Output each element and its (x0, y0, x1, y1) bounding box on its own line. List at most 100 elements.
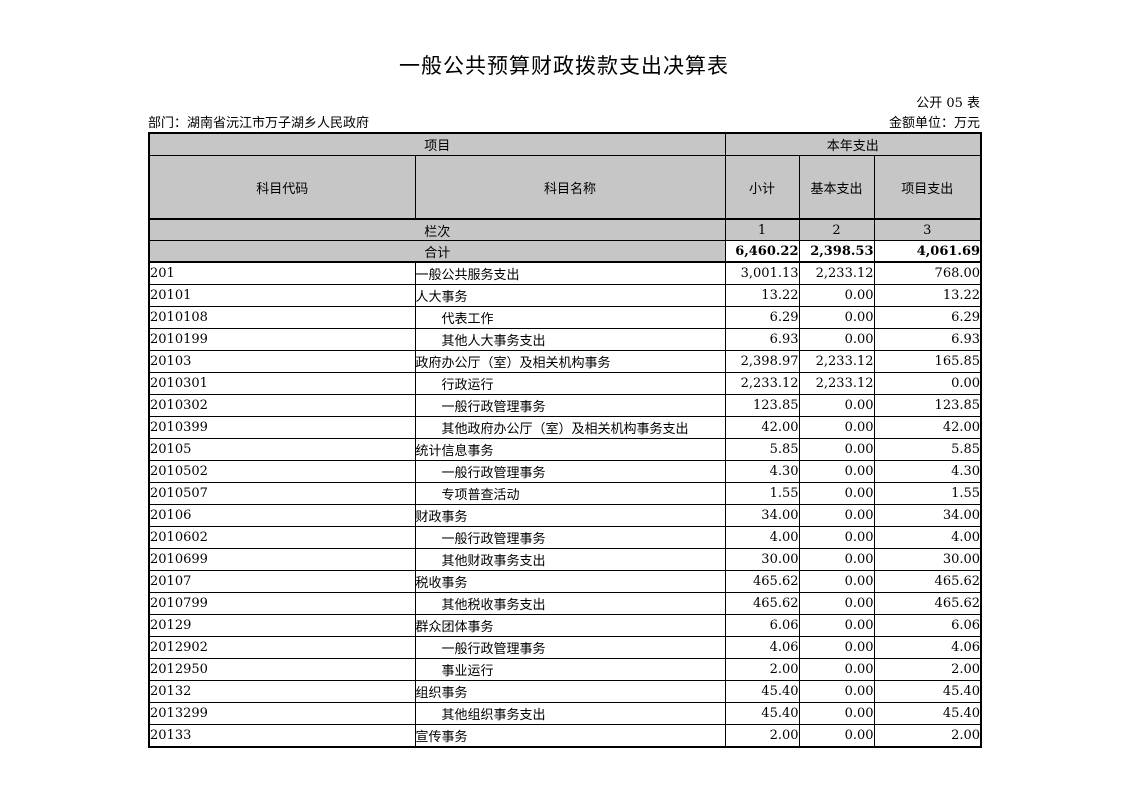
table-row: 20133 宣传事务 2.00 0.00 2.00 (148, 724, 982, 748)
basic-expense-cell: 0.00 (798, 416, 875, 439)
project-expense-cell: 0.00 (873, 372, 982, 395)
subject-name-cell: 财政事务 (414, 504, 726, 527)
subtotal-cell: 465.62 (724, 592, 800, 615)
project-expense-cell: 465.62 (873, 592, 982, 615)
basic-expense-cell: 0.00 (798, 570, 875, 593)
table-row: 20103 政府办公厅（室）及相关机构事务 2,398.97 2,233.12 165.… (148, 350, 982, 373)
subject-code-header: 科目代码 (148, 155, 416, 220)
subject-code-cell: 2010301 (148, 372, 416, 395)
lane-number-3: 3 (873, 218, 982, 241)
project-expense-cell: 42.00 (873, 416, 982, 439)
table-row: 2013299 其他组织事务支出 45.40 0.00 45.40 (148, 702, 982, 725)
subject-code-cell: 2010399 (148, 416, 416, 439)
project-expense-cell: 13.22 (873, 284, 982, 307)
subtotal-cell: 6.93 (724, 328, 800, 351)
subtotal-cell: 2,398.97 (724, 350, 800, 373)
subtotal-cell: 45.40 (724, 702, 800, 725)
project-expense-cell: 30.00 (873, 548, 982, 571)
subject-code-cell: 2012950 (148, 658, 416, 681)
subtotal-cell: 3,001.13 (724, 261, 800, 285)
project-expense-cell: 1.55 (873, 482, 982, 505)
subtotal-cell: 4.00 (724, 526, 800, 549)
subtotal-cell: 2.00 (724, 658, 800, 681)
subject-name-cell: 税收事务 (414, 570, 726, 593)
lane-number-1: 1 (724, 218, 800, 241)
subject-name-cell: 专项普查活动 (414, 482, 726, 505)
subject-name-cell: 其他税收事务支出 (414, 592, 726, 615)
subtotal-cell: 5.85 (724, 438, 800, 461)
table-row: 2010507 专项普查活动 1.55 0.00 1.55 (148, 482, 982, 505)
project-expense-header: 项目支出 (873, 155, 982, 220)
header-group-row: 项目 本年支出 (148, 132, 982, 156)
basic-expense-cell: 0.00 (798, 658, 875, 681)
basic-expense-cell: 0.00 (798, 328, 875, 351)
basic-expense-cell: 0.00 (798, 482, 875, 505)
subject-code-cell: 2010602 (148, 526, 416, 549)
project-expense-cell: 165.85 (873, 350, 982, 373)
table-row: 2010502 一般行政管理事务 4.30 0.00 4.30 (148, 460, 982, 483)
project-expense-cell: 4.06 (873, 636, 982, 659)
table-row: 2010799 其他税收事务支出 465.62 0.00 465.62 (148, 592, 982, 615)
subject-code-cell: 20107 (148, 570, 416, 593)
subject-code-cell: 2013299 (148, 702, 416, 725)
lane-label: 栏次 (148, 218, 726, 241)
project-expense-cell: 123.85 (873, 394, 982, 417)
basic-expense-cell: 0.00 (798, 680, 875, 703)
table-row: 2010602 一般行政管理事务 4.00 0.00 4.00 (148, 526, 982, 549)
table-row: 2010302 一般行政管理事务 123.85 0.00 123.85 (148, 394, 982, 417)
subject-code-cell: 2010199 (148, 328, 416, 351)
page-title: 一般公共预算财政拨款支出决算表 (399, 54, 729, 78)
subtotal-cell: 4.06 (724, 636, 800, 659)
subject-code-cell: 20132 (148, 680, 416, 703)
table-row: 2012950 事业运行 2.00 0.00 2.00 (148, 658, 982, 681)
basic-expense-cell: 0.00 (798, 724, 875, 748)
basic-expense-cell: 0.00 (798, 460, 875, 483)
project-expense-cell: 768.00 (873, 261, 982, 285)
subject-code-cell: 2010507 (148, 482, 416, 505)
lane-row: 栏次 1 2 3 (148, 218, 982, 241)
subject-name-cell: 代表工作 (414, 306, 726, 329)
table-row: 20101 人大事务 13.22 0.00 13.22 (148, 284, 982, 307)
table-row: 20105 统计信息事务 5.85 0.00 5.85 (148, 438, 982, 461)
subject-name-cell: 一般公共服务支出 (414, 261, 726, 285)
subject-name-cell: 行政运行 (414, 372, 726, 395)
meta-row: 部门：湖南省沅江市万子湖乡人民政府 金额单位：万元 (148, 112, 980, 131)
department-label: 部门：湖南省沅江市万子湖乡人民政府 (148, 116, 370, 131)
subject-code-cell: 2010699 (148, 548, 416, 571)
subject-name-cell: 其他政府办公厅（室）及相关机构事务支出 (414, 416, 726, 439)
subject-code-cell: 20129 (148, 614, 416, 637)
table-row: 20132 组织事务 45.40 0.00 45.40 (148, 680, 982, 703)
subject-name-cell: 宣传事务 (414, 724, 726, 748)
subject-name-cell: 其他组织事务支出 (414, 702, 726, 725)
subtotal-header: 小计 (724, 155, 800, 220)
subtotal-cell: 45.40 (724, 680, 800, 703)
subtotal-cell: 4.30 (724, 460, 800, 483)
subject-name-cell: 其他财政事务支出 (414, 548, 726, 571)
basic-expense-cell: 0.00 (798, 702, 875, 725)
subject-code-cell: 2010502 (148, 460, 416, 483)
project-expense-cell: 2.00 (873, 724, 982, 748)
subtotal-cell: 6.06 (724, 614, 800, 637)
subject-name-cell: 政府办公厅（室）及相关机构事务 (414, 350, 726, 373)
basic-expense-cell: 0.00 (798, 438, 875, 461)
table-row: 2010199 其他人大事务支出 6.93 0.00 6.93 (148, 328, 982, 351)
subject-code-cell: 201 (148, 261, 416, 285)
table-row: 2010399 其他政府办公厅（室）及相关机构事务支出 42.00 0.00 42.00 (148, 416, 982, 439)
subject-name-cell: 事业运行 (414, 658, 726, 681)
subject-code-cell: 20105 (148, 438, 416, 461)
lane-number-2: 2 (798, 218, 875, 241)
table-row: 20106 财政事务 34.00 0.00 34.00 (148, 504, 982, 527)
subtotal-cell: 42.00 (724, 416, 800, 439)
total-project: 4,061.69 (873, 240, 982, 263)
table-row: 2010301 行政运行 2,233.12 2,233.12 0.00 (148, 372, 982, 395)
basic-expense-cell: 0.00 (798, 504, 875, 527)
subject-name-cell: 人大事务 (414, 284, 726, 307)
project-expense-cell: 6.29 (873, 306, 982, 329)
project-expense-cell: 6.93 (873, 328, 982, 351)
basic-expense-cell: 0.00 (798, 306, 875, 329)
subtotal-cell: 30.00 (724, 548, 800, 571)
project-expense-cell: 34.00 (873, 504, 982, 527)
table-body: 201 一般公共服务支出 3,001.13 2,233.12 768.00 20101 人大… (148, 261, 982, 748)
subject-code-cell: 20101 (148, 284, 416, 307)
subject-code-cell: 20103 (148, 350, 416, 373)
